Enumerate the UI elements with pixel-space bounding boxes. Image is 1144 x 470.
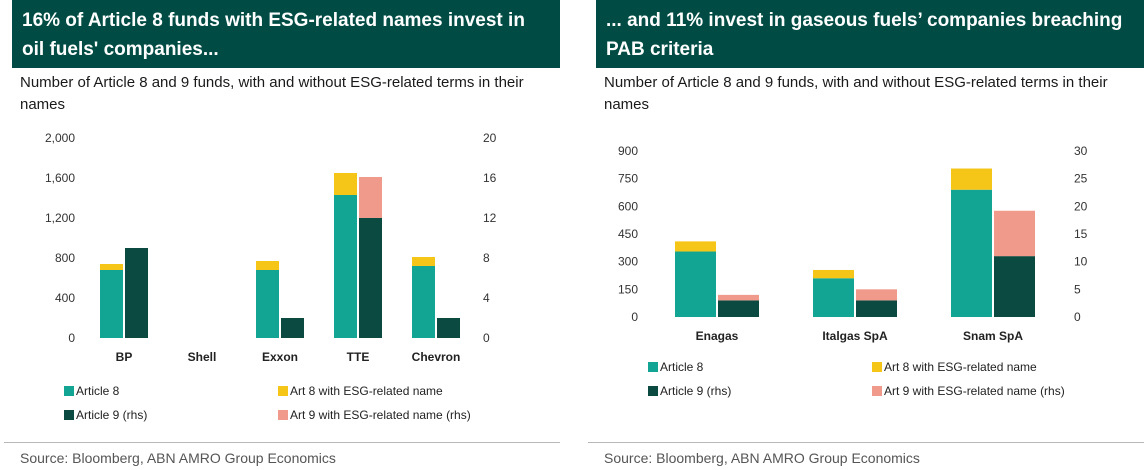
bar-article9 — [718, 300, 759, 317]
category-label: Exxon — [262, 350, 298, 364]
source-note: Source: Bloomberg, ABN AMRO Group Econom… — [604, 450, 920, 466]
bar-article8 — [256, 270, 279, 338]
y-tick-label: 400 — [55, 291, 75, 305]
bar-art9-esg — [718, 294, 759, 301]
bar-article9 — [359, 218, 382, 338]
category-label: Shell — [188, 350, 217, 364]
chart-panel-left: 16% of Article 8 funds with ESG-related … — [0, 0, 564, 470]
y-tick-label: 1,200 — [45, 211, 75, 225]
y2-tick-label: 25 — [1074, 172, 1088, 186]
y2-tick-label: 10 — [1074, 255, 1088, 269]
legend-label: Art 9 with ESG-related name (rhs) — [884, 384, 1065, 398]
bar-art9-esg — [856, 289, 897, 301]
y-tick-label: 1,600 — [45, 171, 75, 185]
bar-article9 — [994, 256, 1035, 317]
y2-tick-label: 16 — [483, 171, 497, 185]
legend-label: Article 9 (rhs) — [76, 408, 147, 422]
legend-label: Article 8 — [660, 360, 704, 374]
legend-swatch — [64, 386, 74, 396]
y2-tick-label: 5 — [1074, 282, 1081, 296]
y-tick-label: 2,000 — [45, 131, 75, 145]
bar-art8-esg — [100, 264, 123, 270]
divider-line — [588, 442, 1144, 443]
category-label: Enagas — [696, 329, 739, 343]
bar-article8 — [675, 251, 716, 317]
y-tick-label: 0 — [631, 310, 638, 324]
chart-banner-title: 16% of Article 8 funds with ESG-related … — [12, 0, 560, 68]
y-tick-label: 900 — [618, 144, 638, 158]
y2-tick-label: 0 — [483, 331, 490, 345]
legend-label: Art 8 with ESG-related name — [884, 360, 1037, 374]
y2-tick-label: 0 — [1074, 310, 1081, 324]
legend-swatch — [872, 386, 882, 396]
chart-banner-title: ... and 11% invest in gaseous fuels’ com… — [596, 0, 1144, 68]
y2-tick-label: 30 — [1074, 144, 1088, 158]
category-label: BP — [116, 350, 133, 364]
y-tick-label: 0 — [68, 331, 75, 345]
bar-article8 — [100, 270, 123, 338]
legend-label: Art 9 with ESG-related name (rhs) — [290, 408, 471, 422]
legend-swatch — [278, 410, 288, 420]
divider-line — [4, 442, 560, 443]
bar-article9 — [125, 248, 148, 338]
chart-subtitle: Number of Article 8 and 9 funds, with an… — [20, 74, 524, 113]
legend-label: Article 8 — [76, 384, 120, 398]
category-label: Snam SpA — [963, 329, 1023, 343]
legend-swatch — [872, 362, 882, 372]
y-tick-label: 750 — [618, 172, 638, 186]
bar-art8-esg — [334, 173, 357, 195]
y2-tick-label: 4 — [483, 291, 490, 305]
legend-swatch — [648, 386, 658, 396]
source-note: Source: Bloomberg, ABN AMRO Group Econom… — [20, 450, 336, 466]
bar-article9 — [856, 300, 897, 317]
bar-article9 — [437, 318, 460, 338]
legend-swatch — [64, 410, 74, 420]
bar-art8-esg — [951, 168, 992, 190]
y2-tick-label: 8 — [483, 251, 490, 265]
bar-art8-esg — [813, 269, 854, 279]
bar-article8 — [951, 189, 992, 317]
y-tick-label: 300 — [618, 255, 638, 269]
legend-swatch — [278, 386, 288, 396]
y2-tick-label: 20 — [483, 131, 497, 145]
bar-art9-esg — [359, 177, 382, 218]
y-tick-label: 800 — [55, 251, 75, 265]
category-label: Chevron — [412, 350, 461, 364]
bar-art8-esg — [412, 257, 435, 266]
bar-article8 — [334, 195, 357, 338]
category-label: TTE — [347, 350, 370, 364]
bar-chart-oil: 0 400 800 1,200 1,600 2,000 0 4 8 12 16 20 BP Shell Ex… — [45, 131, 497, 422]
y-tick-label: 450 — [618, 227, 638, 241]
legend-label: Article 9 (rhs) — [660, 384, 731, 398]
y-tick-label: 600 — [618, 199, 638, 213]
chart-subtitle: Number of Article 8 and 9 funds, with an… — [604, 74, 1108, 113]
legend-label: Art 8 with ESG-related name — [290, 384, 443, 398]
bar-art9-esg — [994, 210, 1035, 257]
y-tick-label: 150 — [618, 282, 638, 296]
y2-tick-label: 15 — [1074, 227, 1088, 241]
bar-chart-gas: 0 150 300 450 600 750 900 0 5 10 15 20 25 30 Enagas Ita… — [618, 144, 1088, 398]
y2-tick-label: 12 — [483, 211, 497, 225]
bar-art8-esg — [675, 241, 716, 252]
chart-panel-right: ... and 11% invest in gaseous fuels’ com… — [580, 0, 1144, 470]
bar-article8 — [813, 278, 854, 317]
bar-art8-esg — [256, 261, 279, 270]
bar-article9 — [281, 318, 304, 338]
bar-article8 — [412, 266, 435, 338]
legend-swatch — [648, 362, 658, 372]
category-label: Italgas SpA — [822, 329, 888, 343]
y2-tick-label: 20 — [1074, 199, 1088, 213]
